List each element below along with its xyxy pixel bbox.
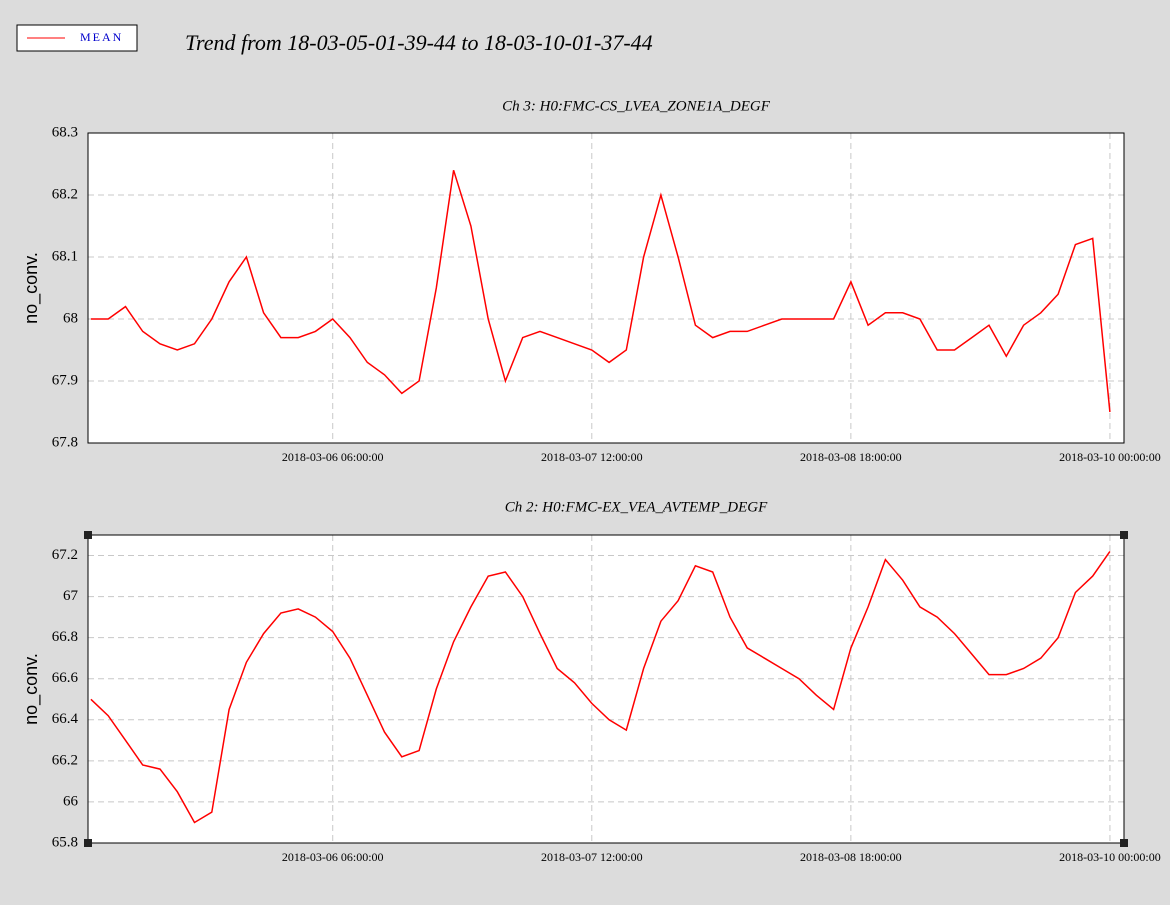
legend-label: MEAN (80, 30, 123, 44)
plot-area (87, 534, 1125, 844)
y-axis-label: no_conv. (21, 653, 42, 725)
chart-title: Ch 3: H0:FMC-CS_LVEA_ZONE1A_DEGF (502, 98, 771, 114)
y-tick-label: 66.2 (52, 752, 78, 768)
y-tick-label: 66.6 (52, 670, 79, 686)
y-axis-label: no_conv. (21, 252, 42, 324)
y-tick-label: 68 (63, 310, 78, 326)
y-tick-label: 68.2 (52, 186, 78, 202)
y-tick-label: 67.2 (52, 547, 78, 563)
y-tick-label: 67.9 (52, 372, 78, 388)
x-tick-label: 2018-03-08 18:00:00 (800, 450, 902, 464)
x-tick-label: 2018-03-07 12:00:00 (541, 450, 643, 464)
y-tick-label: 66.8 (52, 629, 78, 645)
y-tick-label: 68.3 (52, 124, 78, 140)
y-tick-label: 68.1 (52, 248, 78, 264)
x-tick-label: 2018-03-08 18:00:00 (800, 850, 902, 864)
plot-border (87, 132, 1125, 444)
data-line (90, 550, 1111, 824)
plot-border (87, 534, 1125, 844)
page-title: Trend from 18-03-05-01-39-44 to 18-03-10… (185, 30, 653, 55)
selection-handle (84, 531, 92, 539)
y-tick-label: 66.4 (52, 711, 79, 727)
plot-area (87, 132, 1125, 444)
x-tick-label: 2018-03-10 00:00:00 (1059, 850, 1161, 864)
y-tick-label: 67.8 (52, 434, 78, 450)
y-tick-label: 65.8 (52, 834, 78, 850)
y-tick-label: 67 (63, 588, 79, 604)
x-tick-label: 2018-03-06 06:00:00 (282, 850, 384, 864)
x-tick-label: 2018-03-06 06:00:00 (282, 450, 384, 464)
x-tick-label: 2018-03-07 12:00:00 (541, 850, 643, 864)
selection-handle (1120, 531, 1128, 539)
y-tick-label: 66 (63, 793, 79, 809)
selection-handle (84, 839, 92, 847)
data-line (90, 169, 1111, 413)
chart-title: Ch 2: H0:FMC-EX_VEA_AVTEMP_DEGF (505, 499, 768, 515)
x-tick-label: 2018-03-10 00:00:00 (1059, 450, 1161, 464)
selection-handle (1120, 839, 1128, 847)
